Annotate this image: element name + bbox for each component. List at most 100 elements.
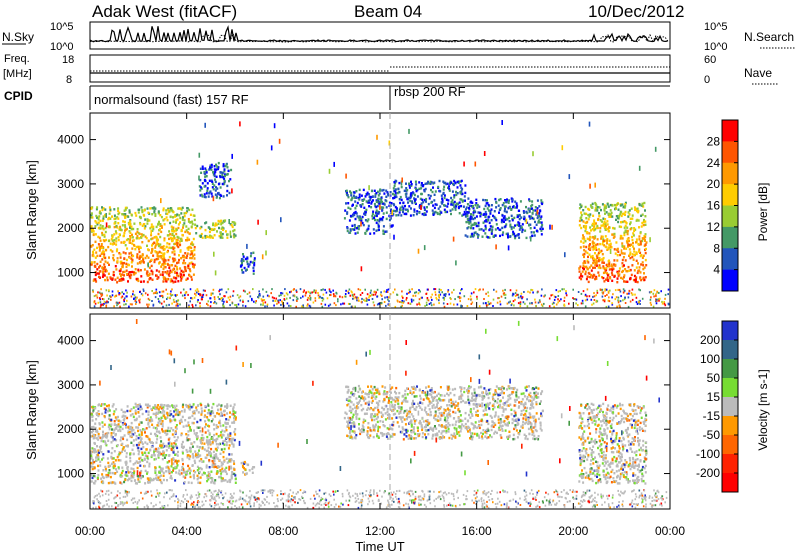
echo-cell: [160, 255, 162, 258]
echo-cell: [214, 222, 217, 225]
echo-cell: [182, 270, 184, 274]
echo-cell: [131, 242, 134, 245]
echo-cell: [367, 218, 370, 221]
echo-cell: [226, 173, 229, 176]
ground-scatter-cell: [118, 293, 120, 296]
echo-cell: [455, 420, 458, 423]
echo-cell: [156, 238, 159, 242]
echo-cell: [394, 191, 397, 195]
echo-cell: [212, 402, 215, 406]
ground-scatter-cell: [368, 299, 370, 301]
ground-scatter-cell: [246, 293, 249, 295]
echo-cell: [585, 221, 588, 224]
echo-cell: [219, 424, 222, 428]
echo-cell: [163, 410, 166, 413]
echo-cell: [518, 209, 521, 212]
echo-cell: [170, 477, 173, 480]
echo-cell: [203, 472, 206, 475]
echo-cell: [484, 215, 487, 218]
ground-scatter-cell: [649, 301, 652, 304]
echo-cell: [463, 195, 466, 198]
echo-cell: [141, 209, 144, 212]
echo-cell: [113, 463, 116, 466]
ground-scatter-cell: [509, 289, 512, 292]
echo-cell: [407, 201, 409, 204]
echo-cell: [484, 232, 487, 235]
echo-cell: [168, 412, 171, 415]
ground-scatter-cell: [163, 300, 165, 303]
echo-cell: [210, 470, 213, 473]
echo-cell: [165, 433, 168, 436]
echo-cell: [222, 424, 225, 427]
echo-cell: [137, 211, 140, 214]
echo-cell: [162, 454, 165, 457]
ground-scatter-cell: [123, 297, 126, 300]
echo-cell: [163, 456, 166, 459]
ground-scatter-cell: [485, 292, 487, 295]
echo-cell: [351, 416, 354, 419]
ground-scatter-cell: [184, 297, 186, 300]
echo-cell: [189, 475, 192, 479]
ground-scatter-cell: [309, 305, 312, 308]
echo-cell: [131, 472, 133, 476]
ground-scatter-cell: [470, 298, 473, 301]
echo-cell: [184, 268, 187, 271]
echo-cell: [229, 465, 232, 468]
echo-cell: [516, 223, 519, 227]
echo-cell: [150, 454, 153, 457]
echo-cell: [644, 215, 647, 218]
echo-cell: [157, 242, 160, 246]
ground-scatter-cell: [557, 290, 560, 293]
echo-cell: [160, 440, 163, 443]
echo-cell: [596, 238, 599, 241]
echo-cell: [228, 179, 230, 183]
ground-scatter-cell: [101, 303, 104, 306]
echo-cell: [135, 405, 138, 408]
echo-cell: [246, 257, 249, 260]
echo-cell: [346, 194, 349, 197]
echo-cell: [94, 278, 97, 281]
echo-cell: [124, 478, 127, 482]
echo-cell: [203, 409, 206, 412]
echo-cell: [195, 454, 197, 457]
ground-scatter-cell: [364, 288, 366, 291]
ground-scatter-cell: [551, 303, 554, 305]
echo-cell: [132, 406, 135, 409]
ground-scatter-cell: [410, 298, 413, 301]
echo-cell: [393, 181, 396, 184]
ground-scatter-cell: [99, 301, 102, 304]
echo-cell: [531, 212, 534, 215]
echo-cell: [224, 219, 227, 222]
echo-cell: [149, 227, 152, 230]
echo-cell: [91, 414, 94, 418]
ground-scatter-cell: [358, 299, 360, 302]
echo-cell: [352, 203, 354, 206]
echo-cell: [100, 227, 103, 230]
echo-cell: [606, 272, 608, 275]
ground-scatter-cell: [189, 300, 191, 303]
ground-scatter-cell: [182, 288, 185, 291]
echo-cell: [103, 274, 106, 277]
ground-scatter-cell: [293, 288, 295, 291]
scatter-cell: [638, 165, 641, 171]
echo-cell: [94, 422, 97, 425]
ground-scatter-cell: [295, 296, 298, 299]
echo-cell: [532, 217, 535, 221]
ground-scatter-cell: [457, 295, 459, 298]
echo-cell: [214, 456, 217, 460]
echo-cell: [190, 275, 193, 279]
ground-scatter-cell: [447, 289, 450, 292]
scatter-cell: [333, 161, 335, 167]
ground-scatter-cell: [593, 299, 596, 301]
echo-cell: [391, 224, 394, 227]
echo-cell: [110, 435, 113, 438]
echo-cell: [173, 442, 176, 445]
echo-cell: [90, 212, 93, 215]
echo-cell: [101, 473, 104, 476]
echo-cell: [175, 453, 178, 456]
echo-cell: [125, 452, 128, 455]
echo-cell: [378, 202, 381, 205]
echo-cell: [203, 442, 206, 445]
ground-scatter-cell: [396, 293, 398, 296]
ground-scatter-cell: [485, 302, 487, 305]
